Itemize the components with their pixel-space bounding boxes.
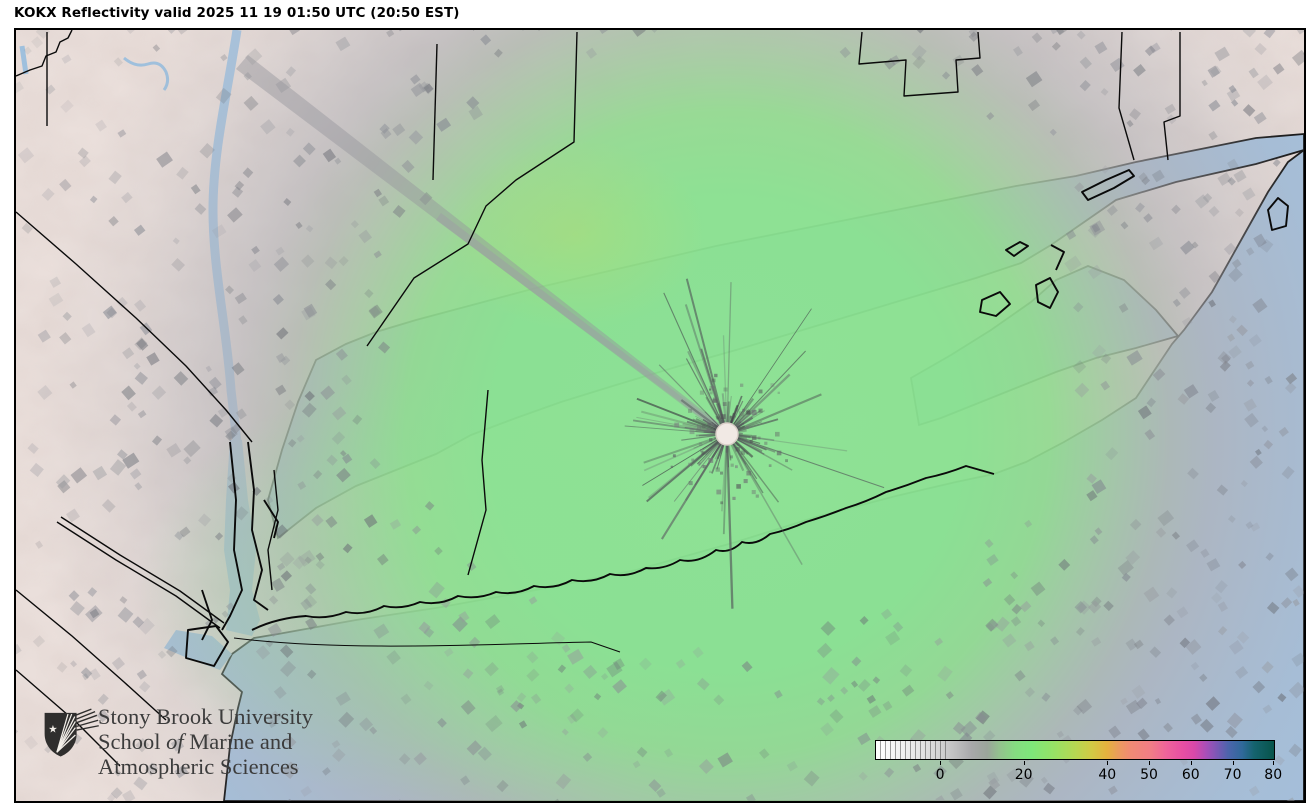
boundary — [432, 43, 438, 181]
colorbar-tick-label: 70 — [1223, 767, 1242, 783]
boundary — [858, 31, 981, 97]
reflectivity-colorbar: 0 20 40 50 60 70 80 — [875, 740, 1282, 783]
colorbar-tick-label: 50 — [1140, 767, 1158, 783]
shield-rays-outer — [75, 708, 99, 731]
boundary — [16, 589, 167, 721]
radar-site-marker — [715, 422, 739, 446]
colorbar-hatch-marks — [876, 741, 946, 759]
orient-point — [1050, 244, 1065, 271]
colorbar-tick-label: 0 — [935, 767, 945, 783]
li-mainland-south-shore — [251, 465, 995, 631]
east-river-to-sound — [263, 499, 279, 539]
branding-line-3: Atmospheric Sciences — [98, 754, 299, 779]
boundary — [60, 516, 225, 624]
maritime-boundary — [233, 637, 621, 653]
map-canvas — [16, 30, 1304, 801]
fishers-island — [1081, 169, 1135, 201]
shield-rays-inner — [56, 713, 76, 753]
figure-title: KOKX Reflectivity valid 2025 11 19 01:50… — [14, 5, 460, 21]
block-island — [1267, 197, 1289, 231]
reflectivity-layer — [16, 30, 1304, 801]
colorbar-tick — [1149, 761, 1151, 765]
boundary — [1118, 31, 1135, 161]
boundary — [267, 469, 279, 591]
shield-star: ★ — [48, 724, 57, 736]
colorbar-tick-label: 80 — [1264, 767, 1283, 783]
colorbar-tick — [1273, 761, 1275, 765]
east-river-shore — [247, 441, 269, 611]
gardiners-island — [1035, 277, 1059, 309]
colorbar-tick — [1190, 761, 1192, 765]
stony-brook-shield-logo: ★ — [44, 708, 99, 757]
colorbar-tick — [1023, 761, 1025, 765]
coastline-layer — [185, 169, 1289, 667]
boundary — [366, 31, 578, 347]
colorbar-tick-label: 40 — [1098, 767, 1117, 783]
boundary — [16, 30, 73, 77]
echo-speckles — [16, 30, 1304, 801]
colorbar-tick — [1232, 761, 1234, 765]
branding-text: Stony Brook University School of Marine … — [98, 704, 313, 779]
plum-island — [1005, 241, 1029, 257]
beam-blockage-spoke-inner — [436, 213, 728, 436]
colorbar-tick-label: 60 — [1181, 767, 1200, 783]
staten-island — [185, 625, 229, 667]
boundary — [467, 389, 489, 576]
branding-of-italic: of — [166, 729, 184, 754]
echo-yellow-tinge — [446, 140, 706, 330]
boundary — [1163, 32, 1181, 161]
echo-sw-lobe — [136, 375, 756, 801]
colorbar-tick — [940, 761, 942, 765]
branding-line-2: School of Marine and — [98, 729, 293, 754]
radar-map: 0 20 40 50 60 70 80 — [14, 28, 1306, 803]
colorbar-tick — [1107, 761, 1109, 765]
boundary — [56, 521, 221, 629]
boundary — [16, 211, 253, 443]
shelter-island — [979, 291, 1011, 317]
colorbar-gradient — [876, 741, 1274, 759]
colorbar-tick-label: 20 — [1014, 767, 1033, 783]
branding-line-1: Stony Brook University — [98, 704, 314, 729]
manhattan-west-shore — [221, 441, 243, 631]
shield-body — [44, 712, 77, 757]
newark-bay — [201, 589, 213, 641]
